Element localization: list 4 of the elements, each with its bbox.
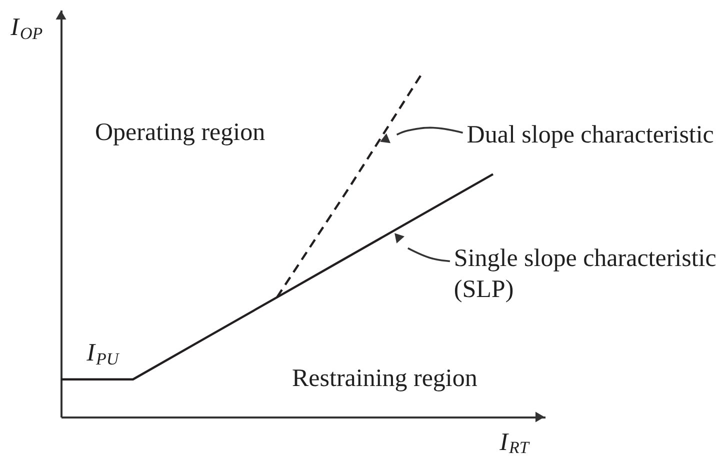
annotation: Restraining region (292, 365, 478, 392)
series-label: Dual slope characteristic (466, 122, 714, 149)
annotation: Operating region (95, 119, 266, 146)
series-label: Single slope characteristic (SLP) (454, 245, 716, 304)
